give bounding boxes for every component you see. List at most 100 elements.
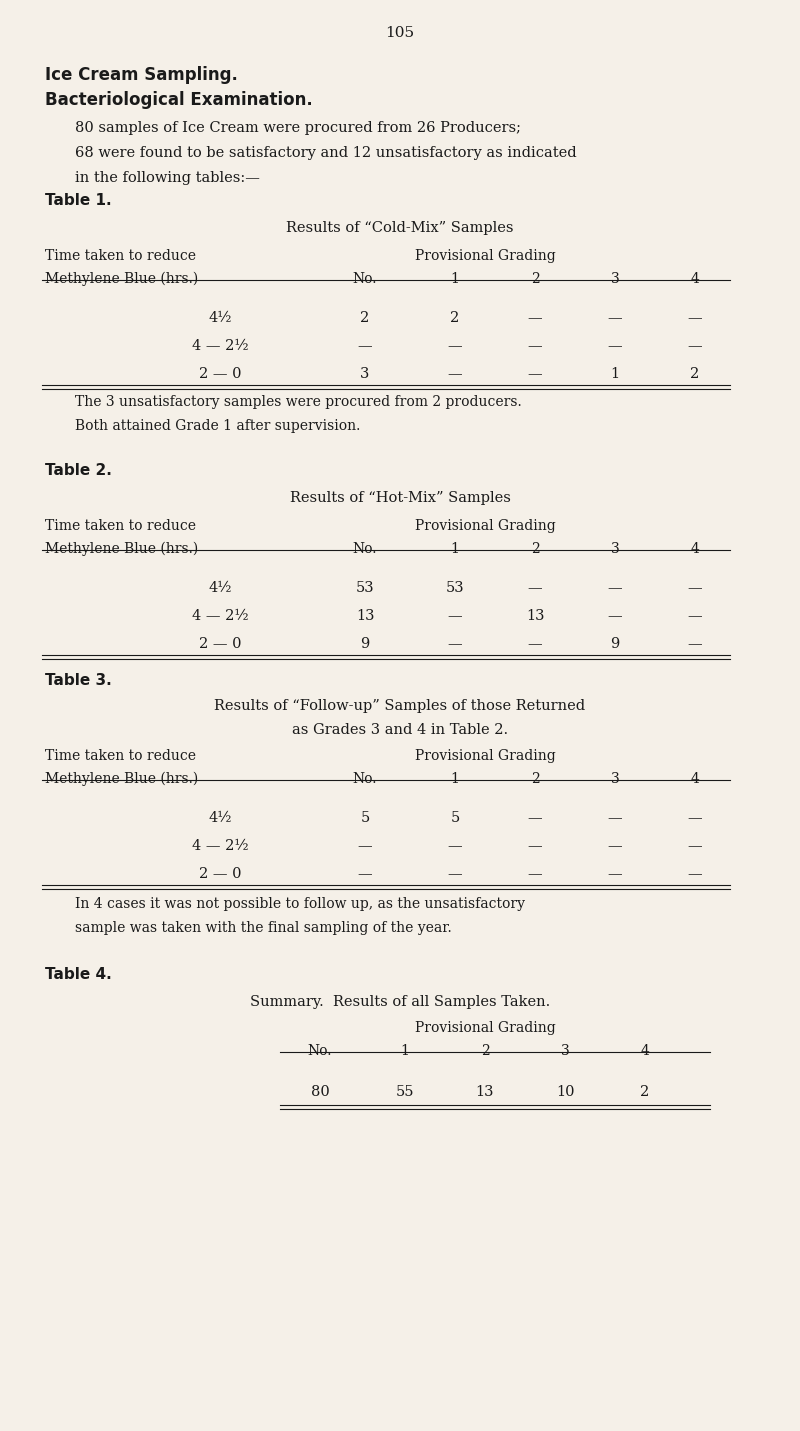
Text: Both attained Grade 1 after supervision.: Both attained Grade 1 after supervision.	[75, 419, 360, 434]
Text: 4: 4	[690, 542, 699, 557]
Text: 10: 10	[556, 1085, 574, 1099]
Text: Table 2.: Table 2.	[45, 464, 112, 478]
Text: Time taken to reduce: Time taken to reduce	[45, 519, 196, 532]
Text: 2 — 0: 2 — 0	[198, 637, 242, 651]
Text: —: —	[688, 637, 702, 651]
Text: —: —	[688, 610, 702, 622]
Text: The 3 unsatisfactory samples were procured from 2 producers.: The 3 unsatisfactory samples were procur…	[75, 395, 522, 409]
Text: —: —	[688, 581, 702, 595]
Text: 13: 13	[526, 610, 544, 622]
Text: —: —	[608, 839, 622, 853]
Text: Results of “Hot-Mix” Samples: Results of “Hot-Mix” Samples	[290, 491, 510, 505]
Text: —: —	[448, 339, 462, 353]
Text: No.: No.	[353, 542, 378, 557]
Text: —: —	[608, 311, 622, 325]
Text: —: —	[448, 366, 462, 381]
Text: Time taken to reduce: Time taken to reduce	[45, 748, 196, 763]
Text: 1: 1	[401, 1045, 410, 1058]
Text: 4: 4	[690, 771, 699, 786]
Text: —: —	[448, 610, 462, 622]
Text: 5: 5	[360, 811, 370, 826]
Text: —: —	[528, 581, 542, 595]
Text: 2: 2	[530, 771, 539, 786]
Text: —: —	[608, 581, 622, 595]
Text: No.: No.	[353, 771, 378, 786]
Text: Methylene Blue (hrs.): Methylene Blue (hrs.)	[45, 542, 198, 557]
Text: 4: 4	[641, 1045, 650, 1058]
Text: 2: 2	[530, 542, 539, 557]
Text: In 4 cases it was not possible to follow up, as the unsatisfactory: In 4 cases it was not possible to follow…	[75, 897, 525, 912]
Text: Methylene Blue (hrs.): Methylene Blue (hrs.)	[45, 272, 198, 286]
Text: 1: 1	[610, 366, 619, 381]
Text: —: —	[528, 839, 542, 853]
Text: 4 — 2½: 4 — 2½	[192, 839, 248, 853]
Text: Table 3.: Table 3.	[45, 673, 112, 688]
Text: 2 — 0: 2 — 0	[198, 867, 242, 881]
Text: Ice Cream Sampling.: Ice Cream Sampling.	[45, 66, 238, 84]
Text: Summary.  Results of all Samples Taken.: Summary. Results of all Samples Taken.	[250, 995, 550, 1009]
Text: 4 — 2½: 4 — 2½	[192, 610, 248, 622]
Text: 3: 3	[610, 542, 619, 557]
Text: —: —	[688, 867, 702, 881]
Text: 2: 2	[530, 272, 539, 286]
Text: —: —	[688, 339, 702, 353]
Text: 68 were found to be satisfactory and 12 unsatisfactory as indicated: 68 were found to be satisfactory and 12 …	[75, 146, 577, 160]
Text: sample was taken with the final sampling of the year.: sample was taken with the final sampling…	[75, 922, 452, 934]
Text: —: —	[358, 339, 372, 353]
Text: —: —	[528, 366, 542, 381]
Text: 1: 1	[450, 542, 459, 557]
Text: 2: 2	[640, 1085, 650, 1099]
Text: —: —	[688, 311, 702, 325]
Text: —: —	[528, 637, 542, 651]
Text: 4½: 4½	[208, 811, 232, 826]
Text: Provisional Grading: Provisional Grading	[414, 249, 555, 263]
Text: —: —	[608, 339, 622, 353]
Text: Table 4.: Table 4.	[45, 967, 112, 982]
Text: 5: 5	[450, 811, 460, 826]
Text: 3: 3	[561, 1045, 570, 1058]
Text: 105: 105	[386, 26, 414, 40]
Text: Bacteriological Examination.: Bacteriological Examination.	[45, 92, 313, 109]
Text: —: —	[528, 811, 542, 826]
Text: —: —	[448, 867, 462, 881]
Text: 4½: 4½	[208, 311, 232, 325]
Text: 13: 13	[356, 610, 374, 622]
Text: 4 — 2½: 4 — 2½	[192, 339, 248, 353]
Text: in the following tables:—: in the following tables:—	[75, 170, 260, 185]
Text: 4: 4	[690, 272, 699, 286]
Text: —: —	[358, 867, 372, 881]
Text: as Grades 3 and 4 in Table 2.: as Grades 3 and 4 in Table 2.	[292, 723, 508, 737]
Text: 2: 2	[450, 311, 460, 325]
Text: Provisional Grading: Provisional Grading	[414, 748, 555, 763]
Text: 3: 3	[610, 771, 619, 786]
Text: —: —	[358, 839, 372, 853]
Text: —: —	[448, 839, 462, 853]
Text: 2: 2	[360, 311, 370, 325]
Text: No.: No.	[308, 1045, 332, 1058]
Text: 2 — 0: 2 — 0	[198, 366, 242, 381]
Text: —: —	[608, 811, 622, 826]
Text: No.: No.	[353, 272, 378, 286]
Text: 13: 13	[476, 1085, 494, 1099]
Text: Results of “Cold-Mix” Samples: Results of “Cold-Mix” Samples	[286, 220, 514, 235]
Text: 1: 1	[450, 771, 459, 786]
Text: Table 1.: Table 1.	[45, 193, 112, 207]
Text: Results of “Follow-up” Samples of those Returned: Results of “Follow-up” Samples of those …	[214, 698, 586, 713]
Text: 3: 3	[360, 366, 370, 381]
Text: —: —	[688, 811, 702, 826]
Text: —: —	[688, 839, 702, 853]
Text: 3: 3	[610, 272, 619, 286]
Text: 4½: 4½	[208, 581, 232, 595]
Text: Provisional Grading: Provisional Grading	[414, 1020, 555, 1035]
Text: 80 samples of Ice Cream were procured from 26 Producers;: 80 samples of Ice Cream were procured fr…	[75, 122, 521, 135]
Text: —: —	[448, 637, 462, 651]
Text: 53: 53	[446, 581, 464, 595]
Text: 80: 80	[310, 1085, 330, 1099]
Text: —: —	[528, 311, 542, 325]
Text: —: —	[608, 610, 622, 622]
Text: 2: 2	[690, 366, 700, 381]
Text: 55: 55	[396, 1085, 414, 1099]
Text: 1: 1	[450, 272, 459, 286]
Text: 53: 53	[356, 581, 374, 595]
Text: 9: 9	[360, 637, 370, 651]
